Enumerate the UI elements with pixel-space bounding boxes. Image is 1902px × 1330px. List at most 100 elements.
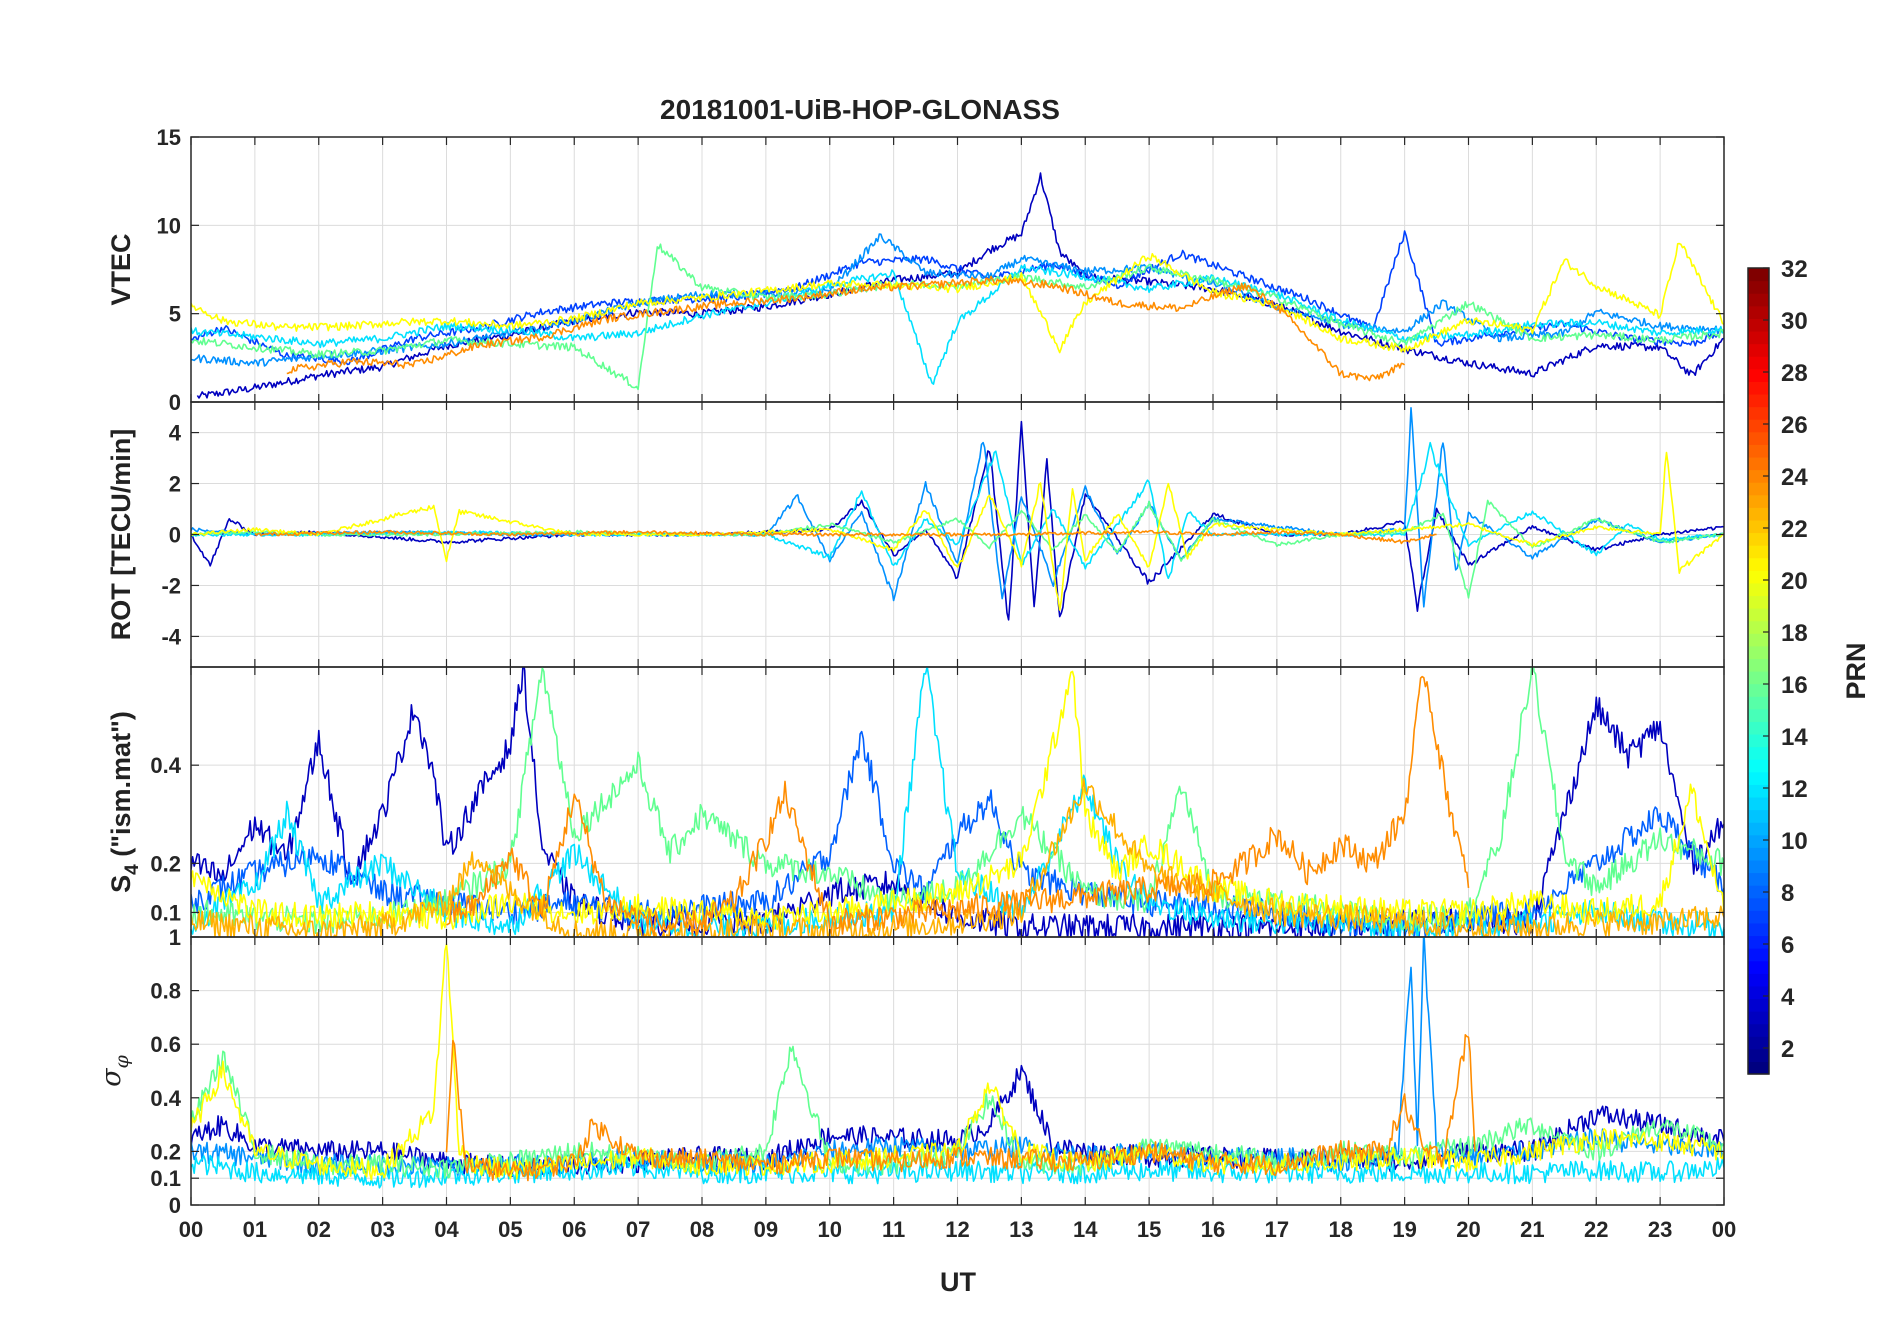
colorbar-band bbox=[1748, 469, 1769, 483]
y-tick-label: 0.4 bbox=[150, 753, 181, 778]
colorbar-band bbox=[1748, 1061, 1769, 1075]
x-tick-label: 08 bbox=[690, 1217, 714, 1242]
y-axis-label-rest: ("ism.mat") bbox=[106, 711, 136, 864]
y-tick-label: 10 bbox=[157, 213, 181, 238]
colorbar-band bbox=[1748, 847, 1769, 861]
series-prn-20 bbox=[191, 451, 1724, 611]
x-tick-label: 01 bbox=[243, 1217, 267, 1242]
colorbar-label: PRN bbox=[1841, 642, 1871, 699]
panel-2: -4 -2 0 2 4 ROT [TECU/min] bbox=[106, 401, 1725, 668]
colorbar-band bbox=[1748, 545, 1769, 559]
x-tick-label: 00 bbox=[179, 1217, 203, 1242]
x-tick-label: 06 bbox=[562, 1217, 586, 1242]
panel-1: 0 5 10 15 VTEC bbox=[106, 125, 1725, 415]
colorbar-band bbox=[1748, 608, 1769, 622]
colorbar-band bbox=[1748, 658, 1769, 672]
colorbar-band bbox=[1748, 582, 1769, 597]
y-tick-label: 15 bbox=[157, 125, 181, 150]
y-tick-label: -2 bbox=[161, 573, 181, 598]
colorbar-band bbox=[1748, 922, 1769, 937]
colorbar-band bbox=[1748, 948, 1769, 962]
series-prn-23 bbox=[445, 1034, 1476, 1182]
y-axis-label-main: σ bbox=[96, 1067, 127, 1087]
y-tick-label: 0.2 bbox=[150, 1139, 181, 1164]
colorbar-band bbox=[1748, 834, 1769, 848]
colorbar-band bbox=[1748, 330, 1769, 345]
colorbar-band bbox=[1748, 494, 1769, 508]
colorbar-band bbox=[1748, 381, 1769, 395]
colorbar-band bbox=[1748, 683, 1769, 697]
x-tick-label: 04 bbox=[434, 1217, 459, 1242]
colorbar-band bbox=[1748, 910, 1769, 924]
series-prn-9 bbox=[191, 233, 1724, 367]
x-tick-label: 00 bbox=[1712, 1217, 1736, 1242]
colorbar-frame bbox=[1747, 267, 1770, 1075]
colorbar-band bbox=[1748, 759, 1769, 773]
colorbar-band bbox=[1748, 268, 1769, 282]
colorbar-band bbox=[1748, 1011, 1769, 1025]
x-tick-label: 22 bbox=[1584, 1217, 1608, 1242]
colorbar-band bbox=[1748, 318, 1769, 332]
colorbar-band bbox=[1748, 293, 1769, 307]
x-axis-label: UT bbox=[940, 1267, 976, 1297]
colorbar-band bbox=[1748, 444, 1769, 458]
series-prn-20 bbox=[191, 242, 1724, 354]
x-tick-label: 19 bbox=[1392, 1217, 1416, 1242]
panel-3: 0.1 0.2 0.4 S4 ("ism.mat") bbox=[106, 666, 1725, 938]
colorbar-band bbox=[1748, 419, 1769, 433]
colorbar-band bbox=[1748, 633, 1769, 647]
colorbar-band bbox=[1748, 822, 1769, 836]
colorbar-band bbox=[1748, 557, 1769, 571]
colorbar-band bbox=[1748, 746, 1769, 760]
series-prn-16 bbox=[191, 243, 1724, 391]
x-tick-label: 23 bbox=[1648, 1217, 1672, 1242]
series-prn-23 bbox=[286, 275, 1406, 382]
colorbar-band bbox=[1748, 935, 1769, 949]
colorbar-band bbox=[1748, 796, 1769, 811]
series-prn-16 bbox=[191, 1045, 1724, 1179]
colorbar-band bbox=[1748, 570, 1769, 584]
x-tick-label: 15 bbox=[1137, 1217, 1161, 1242]
y-axis-label-sub: 4 bbox=[122, 864, 143, 875]
colorbar-band bbox=[1748, 456, 1769, 471]
colorbar-band bbox=[1748, 431, 1769, 445]
colorbar-tick-label: 8 bbox=[1781, 880, 1794, 907]
colorbar-tick-label: 6 bbox=[1781, 932, 1794, 959]
colorbar-band bbox=[1748, 973, 1769, 987]
colorbar-band bbox=[1748, 1023, 1769, 1037]
colorbar-tick-label: 32 bbox=[1781, 256, 1808, 283]
colorbar-band bbox=[1748, 368, 1769, 382]
x-tick-label: 03 bbox=[370, 1217, 394, 1242]
colorbar-band bbox=[1748, 595, 1769, 609]
x-tick-label: 02 bbox=[307, 1217, 331, 1242]
x-tick-label: 13 bbox=[1009, 1217, 1033, 1242]
colorbar-band bbox=[1748, 406, 1769, 420]
colorbar-band bbox=[1748, 960, 1769, 974]
y-tick-label: 0.8 bbox=[150, 979, 181, 1004]
y-tick-label: 0 bbox=[169, 390, 181, 415]
x-tick-label: 17 bbox=[1265, 1217, 1289, 1242]
y-axis-label-main: S bbox=[106, 875, 136, 893]
colorbar-band bbox=[1748, 343, 1769, 357]
y-axis-label: σφ bbox=[96, 1054, 133, 1086]
colorbar-tick-label: 30 bbox=[1781, 308, 1808, 335]
y-tick-label: 2 bbox=[169, 472, 181, 497]
colorbar-band bbox=[1748, 721, 1769, 735]
colorbar-tick-label: 14 bbox=[1781, 724, 1808, 751]
colorbar-band bbox=[1748, 897, 1769, 911]
colorbar-tick-label: 18 bbox=[1781, 620, 1808, 647]
colorbar-tick-label: 16 bbox=[1781, 672, 1808, 699]
series-prn-12 bbox=[191, 263, 1724, 385]
colorbar-tick-label: 4 bbox=[1781, 984, 1795, 1011]
y-axis-label: VTEC bbox=[106, 233, 136, 305]
x-tick-label: 05 bbox=[498, 1217, 522, 1242]
colorbar-band bbox=[1748, 859, 1769, 874]
colorbar-band bbox=[1748, 998, 1769, 1012]
x-tick-label: 07 bbox=[626, 1217, 650, 1242]
colorbar-band bbox=[1748, 482, 1769, 496]
colorbar-tick-label: 26 bbox=[1781, 412, 1808, 439]
colorbar-band bbox=[1748, 784, 1769, 798]
y-tick-label: 0.2 bbox=[150, 851, 181, 876]
